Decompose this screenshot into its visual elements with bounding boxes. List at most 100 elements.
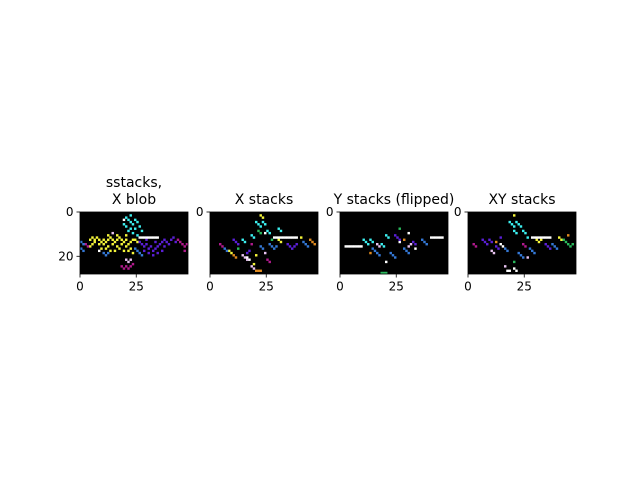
image-pixel: [351, 245, 354, 248]
image-pixel: [304, 243, 307, 246]
image-pixel: [143, 249, 146, 253]
image-pixel: [407, 251, 410, 255]
image-pixel: [125, 234, 128, 237]
x-tick-label: 0: [336, 280, 344, 294]
image-pixel: [508, 220, 511, 224]
image-pixel: [127, 243, 130, 246]
image-pixel: [564, 240, 568, 244]
image-pixel: [555, 247, 559, 250]
image-pixel: [535, 238, 538, 241]
image-pixel: [522, 256, 525, 259]
image-pixel: [434, 236, 437, 239]
image-pixel: [261, 220, 265, 224]
image-pixel: [122, 223, 126, 226]
image-pixel: [228, 249, 231, 253]
image-pixel: [360, 245, 363, 248]
image-pixel: [387, 236, 390, 239]
image-pixel: [131, 251, 135, 255]
image-pixel: [165, 240, 168, 244]
subplot-title: XY stacks: [488, 192, 555, 208]
image-pixel: [544, 243, 547, 246]
image-pixel: [355, 245, 359, 248]
image-pixel: [122, 267, 126, 270]
axes-frame: [339, 211, 449, 275]
image-pixel: [219, 243, 222, 246]
image-pixel: [499, 236, 502, 239]
blob-group-4: [84, 238, 189, 270]
blob-group-2: [228, 214, 303, 266]
image-pixel: [504, 247, 507, 250]
image-pixel: [134, 227, 137, 230]
image-pixel: [237, 243, 240, 246]
image-pixel: [243, 240, 247, 244]
image-pixel: [472, 243, 475, 246]
image-pixel: [111, 243, 114, 246]
image-pixel: [143, 236, 146, 239]
image-pixel: [118, 236, 121, 239]
image-pixel: [107, 245, 110, 248]
image-pixel: [291, 236, 294, 239]
blob-group-3: [138, 236, 177, 257]
image-pixel: [264, 231, 267, 235]
image-pixel: [107, 251, 110, 255]
image-pixel: [353, 245, 356, 248]
image-pixel: [288, 245, 292, 248]
axes-frame: [467, 211, 577, 275]
image-pixel: [535, 236, 538, 239]
image-pixel: [544, 236, 547, 239]
image-pixel: [488, 238, 491, 241]
image-pixel: [481, 238, 484, 241]
y-tick-label: 0: [454, 205, 462, 219]
image-pixel: [223, 247, 226, 250]
image-pixel: [486, 243, 489, 246]
image-pixel: [86, 245, 90, 248]
image-pixel: [569, 245, 572, 248]
image-pixel: [246, 251, 249, 255]
image-pixel: [528, 247, 532, 250]
image-pixel: [250, 265, 253, 268]
image-pixel: [80, 240, 83, 244]
image-pixel: [540, 238, 543, 241]
x-tick-label: 0: [464, 280, 472, 294]
image-pixel: [396, 236, 399, 239]
image-pixel: [346, 245, 350, 248]
image-pixel: [167, 243, 171, 246]
subplot-title-line: X stacks: [235, 192, 294, 208]
image-pixel: [154, 247, 157, 250]
image-pixel: [129, 247, 132, 250]
image-pixel: [104, 240, 108, 244]
image-pixel: [515, 231, 518, 235]
image-pixel: [382, 271, 386, 275]
image-pixel: [255, 269, 258, 272]
image-pixel: [302, 240, 305, 244]
image-pixel: [127, 260, 130, 264]
image-pixel: [158, 243, 162, 246]
image-pixel: [259, 225, 262, 228]
image-pixel: [273, 247, 276, 250]
blob-group-6: [499, 236, 552, 272]
image-pixel: [156, 251, 159, 255]
image-pixel: [259, 245, 262, 248]
image-pixel: [490, 240, 493, 244]
image-pixel: [136, 249, 139, 253]
image-pixel: [136, 220, 139, 224]
image-pixel: [273, 236, 276, 239]
image-pixel: [156, 236, 159, 239]
image-pixel: [432, 236, 435, 239]
image-pixel: [492, 251, 496, 255]
image-pixel: [176, 238, 180, 241]
image-pixel: [537, 240, 541, 244]
image-pixel: [293, 236, 296, 239]
image-pixel: [398, 227, 401, 230]
image-pixel: [98, 238, 101, 241]
image-pixel: [546, 236, 550, 239]
image-pixel: [403, 247, 406, 250]
image-pixel: [369, 238, 372, 241]
image-pixel: [147, 247, 150, 250]
image-pixel: [163, 245, 166, 248]
image-pixel: [300, 236, 303, 239]
subplot-title: Y stacks (flipped): [333, 192, 455, 208]
image-pixel: [102, 238, 105, 241]
